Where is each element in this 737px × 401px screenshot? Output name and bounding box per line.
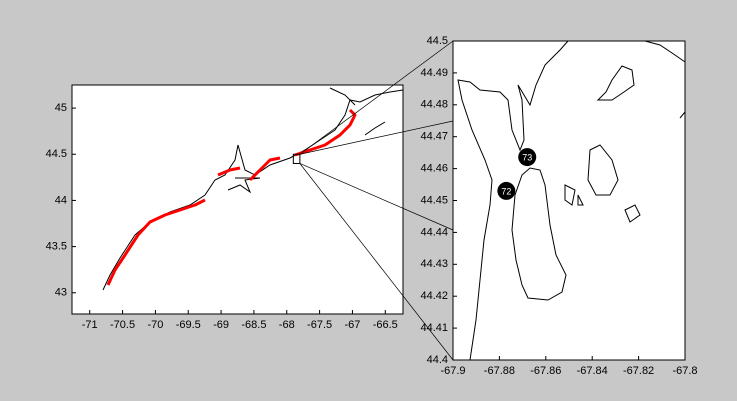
x-tick-label: -67.8 xyxy=(672,365,697,377)
x-tick-label: -71 xyxy=(82,319,98,331)
zoom-connector xyxy=(299,120,454,155)
y-tick-label: 44.45 xyxy=(420,194,448,206)
y-tick-label: 44.48 xyxy=(420,99,448,111)
x-tick-label: -67.9 xyxy=(440,365,465,377)
x-tick-label: -67 xyxy=(344,319,360,331)
zoom-connector xyxy=(299,163,454,231)
x-tick-label: -70.5 xyxy=(110,319,135,331)
zoom-box xyxy=(292,153,301,164)
x-tick-label: -66.5 xyxy=(373,319,398,331)
site-label: 72 xyxy=(501,186,511,196)
y-tick-label: 44 xyxy=(55,194,67,206)
y-tick-label: 44.5 xyxy=(46,148,67,160)
x-tick-label: -67.88 xyxy=(484,365,515,377)
y-tick-label: 44.46 xyxy=(420,163,448,175)
y-tick-label: 44.44 xyxy=(420,226,448,238)
x-tick-label: -69 xyxy=(213,319,229,331)
zoom-connector xyxy=(299,163,454,361)
y-tick-label: 44.49 xyxy=(420,67,448,79)
coastline-right xyxy=(457,40,686,361)
x-tick-label: -67.5 xyxy=(307,319,332,331)
x-tick-label: -69.5 xyxy=(176,319,201,331)
axes-left xyxy=(71,84,404,315)
y-tick-label: 44.4 xyxy=(427,354,448,366)
y-tick-label: 44.43 xyxy=(420,258,448,270)
x-tick-label: -67.82 xyxy=(623,365,654,377)
site-marker xyxy=(497,181,516,200)
y-tick-label: 44.42 xyxy=(420,290,448,302)
y-tick-label: 45 xyxy=(55,102,67,114)
y-tick-label: 43.5 xyxy=(46,240,67,252)
x-tick-label: -68.5 xyxy=(241,319,266,331)
x-tick-label: -67.86 xyxy=(530,365,561,377)
site-label: 73 xyxy=(522,152,532,162)
y-tick-label: 44.5 xyxy=(427,35,448,47)
axes-right xyxy=(452,40,686,361)
y-tick-label: 44.41 xyxy=(420,322,448,334)
y-tick-label: 43 xyxy=(55,287,67,299)
x-tick-label: -70 xyxy=(147,319,163,331)
x-tick-label: -68 xyxy=(279,319,295,331)
y-tick-label: 44.47 xyxy=(420,131,448,143)
coastline-left xyxy=(102,87,404,291)
zoom-connector xyxy=(299,40,454,155)
site-marker xyxy=(518,148,537,167)
x-tick-label: -67.84 xyxy=(577,365,608,377)
